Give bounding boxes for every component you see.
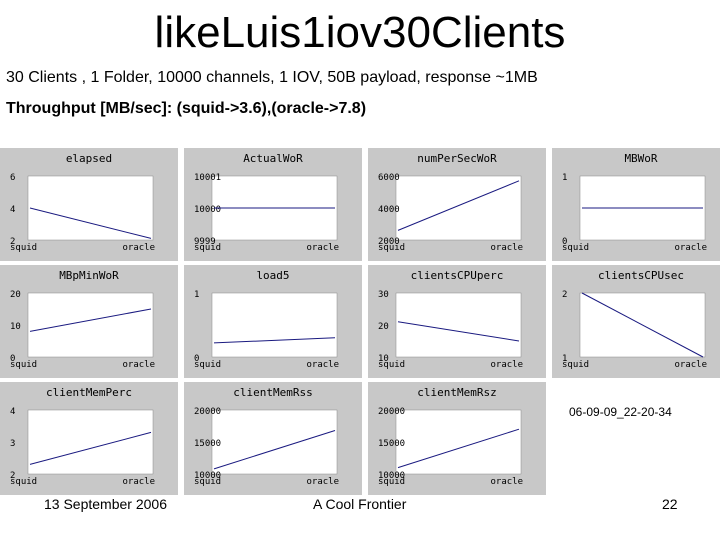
chart-title: elapsed (66, 152, 112, 165)
chart-title: clientMemRsz (417, 386, 496, 399)
y-tick-label: 10 (378, 354, 389, 364)
chart-title: clientMemRss (233, 386, 312, 399)
y-tick-label: 9999 (194, 237, 216, 247)
footer-date: 13 September 2006 (44, 496, 167, 512)
chart-title: MBWoR (624, 152, 657, 165)
y-tick-label: 10001 (194, 173, 221, 183)
x-tick-label: squid (562, 243, 589, 253)
x-tick-label: oracle (490, 243, 523, 253)
y-tick-label: 1 (194, 290, 199, 300)
x-tick-label: squid (10, 243, 37, 253)
x-tick-label: squid (562, 360, 589, 370)
x-tick-label: oracle (306, 360, 339, 370)
footer-center: A Cool Frontier (313, 496, 407, 512)
y-tick-label: 20 (378, 322, 389, 332)
y-tick-label: 6 (10, 173, 15, 183)
series-line (213, 430, 336, 470)
y-tick-label: 30 (378, 290, 389, 300)
series-line (397, 428, 520, 469)
y-tick-label: 1 (562, 354, 567, 364)
y-tick-label: 20000 (194, 407, 221, 417)
y-tick-label: 20 (10, 290, 21, 300)
plot-area (211, 409, 338, 475)
series-line (29, 207, 152, 239)
chart-title: clientMemPerc (46, 386, 132, 399)
y-tick-label: 20000 (378, 407, 405, 417)
y-tick-label: 10000 (194, 205, 221, 215)
slide-subtitle: 30 Clients , 1 Folder, 10000 channels, 1… (6, 69, 538, 86)
chart-title: clientsCPUsec (598, 269, 684, 282)
series-line (213, 337, 336, 344)
y-tick-label: 0 (10, 354, 15, 364)
x-tick-label: squid (10, 477, 37, 487)
y-tick-label: 10000 (194, 471, 221, 481)
plot-area (395, 409, 522, 475)
x-tick-label: oracle (674, 360, 707, 370)
x-tick-label: oracle (490, 477, 523, 487)
chart-title: MBpMinWoR (59, 269, 119, 282)
plot-area (27, 292, 154, 358)
series-line (29, 431, 152, 465)
chart-title: clientsCPUperc (411, 269, 504, 282)
y-tick-label: 6000 (378, 173, 400, 183)
x-tick-label: squid (194, 360, 221, 370)
plot-area (395, 175, 522, 241)
x-tick-label: squid (378, 360, 405, 370)
y-tick-label: 15000 (378, 439, 405, 449)
x-tick-label: oracle (306, 477, 339, 487)
series-line (397, 180, 520, 231)
slide-title: likeLuis1iov30Clients (154, 8, 566, 57)
y-tick-label: 10 (10, 322, 21, 332)
y-tick-label: 0 (194, 354, 199, 364)
series-line (397, 321, 520, 342)
chart-title: numPerSecWoR (417, 152, 497, 165)
y-tick-label: 10000 (378, 471, 405, 481)
x-tick-label: squid (194, 477, 221, 487)
series-line (581, 292, 704, 358)
x-tick-label: squid (378, 243, 405, 253)
y-tick-label: 4 (10, 205, 15, 215)
y-tick-label: 0 (562, 237, 567, 247)
y-tick-label: 4000 (378, 205, 400, 215)
x-tick-label: oracle (490, 360, 523, 370)
x-tick-label: oracle (122, 243, 155, 253)
x-tick-label: oracle (306, 243, 339, 253)
y-tick-label: 2 (10, 237, 15, 247)
x-tick-label: squid (194, 243, 221, 253)
series-line (29, 308, 152, 332)
plot-area (395, 292, 522, 358)
chart-title: load5 (256, 269, 289, 282)
footer-page-number: 22 (662, 496, 678, 512)
plot-area (27, 175, 154, 241)
y-tick-label: 1 (562, 173, 567, 183)
timestamp-label: 06-09-09_22-20-34 (569, 405, 672, 419)
x-tick-label: oracle (122, 477, 155, 487)
x-tick-label: oracle (122, 360, 155, 370)
x-tick-label: squid (378, 477, 405, 487)
plot-area (211, 292, 338, 358)
throughput-summary: Throughput [MB/sec]: (squid->3.6),(oracl… (6, 100, 367, 117)
y-tick-label: 2 (562, 290, 567, 300)
x-tick-label: squid (10, 360, 37, 370)
y-tick-label: 3 (10, 439, 15, 449)
y-tick-label: 4 (10, 407, 15, 417)
x-tick-label: oracle (674, 243, 707, 253)
y-tick-label: 15000 (194, 439, 221, 449)
plot-area (27, 409, 154, 475)
chart-title: ActualWoR (243, 152, 303, 165)
y-tick-label: 2000 (378, 237, 400, 247)
y-tick-label: 2 (10, 471, 15, 481)
